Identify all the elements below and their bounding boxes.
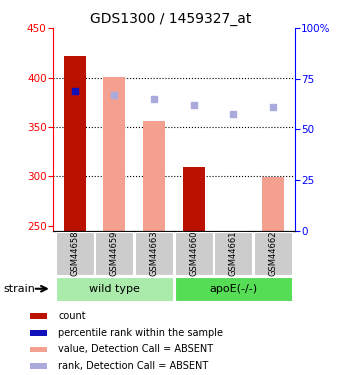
Bar (254, 231, 292, 275)
Bar (262, 177, 284, 231)
Bar (103, 76, 125, 231)
Text: apoE(-/-): apoE(-/-) (209, 284, 257, 294)
Bar (95, 231, 133, 275)
Bar (30, 346, 47, 352)
Point (191, 102, 196, 108)
Text: value, Detection Call = ABSENT: value, Detection Call = ABSENT (58, 345, 213, 354)
Bar (183, 167, 205, 231)
Text: GSM44658: GSM44658 (70, 230, 79, 276)
Text: wild type: wild type (89, 284, 140, 294)
Text: GSM44659: GSM44659 (110, 230, 119, 276)
Point (72, 88, 77, 94)
Bar (64, 56, 86, 231)
Bar (135, 231, 173, 275)
Text: percentile rank within the sample: percentile rank within the sample (58, 328, 223, 338)
Bar (30, 363, 47, 369)
Bar (30, 313, 47, 319)
Text: GSM44662: GSM44662 (269, 230, 278, 276)
Bar (175, 277, 292, 301)
Point (270, 104, 276, 110)
Point (151, 96, 157, 102)
Bar (143, 121, 165, 231)
Point (112, 92, 117, 98)
Text: strain: strain (3, 284, 35, 294)
Text: GSM44663: GSM44663 (150, 230, 159, 276)
Point (231, 111, 236, 117)
Text: GDS1300 / 1459327_at: GDS1300 / 1459327_at (90, 12, 251, 26)
Bar (56, 231, 94, 275)
Text: rank, Detection Call = ABSENT: rank, Detection Call = ABSENT (58, 361, 209, 371)
Bar (214, 231, 252, 275)
Text: GSM44661: GSM44661 (229, 230, 238, 276)
Bar (30, 330, 47, 336)
Text: GSM44660: GSM44660 (189, 230, 198, 276)
Bar (56, 277, 173, 301)
Bar (175, 231, 213, 275)
Text: count: count (58, 311, 86, 321)
